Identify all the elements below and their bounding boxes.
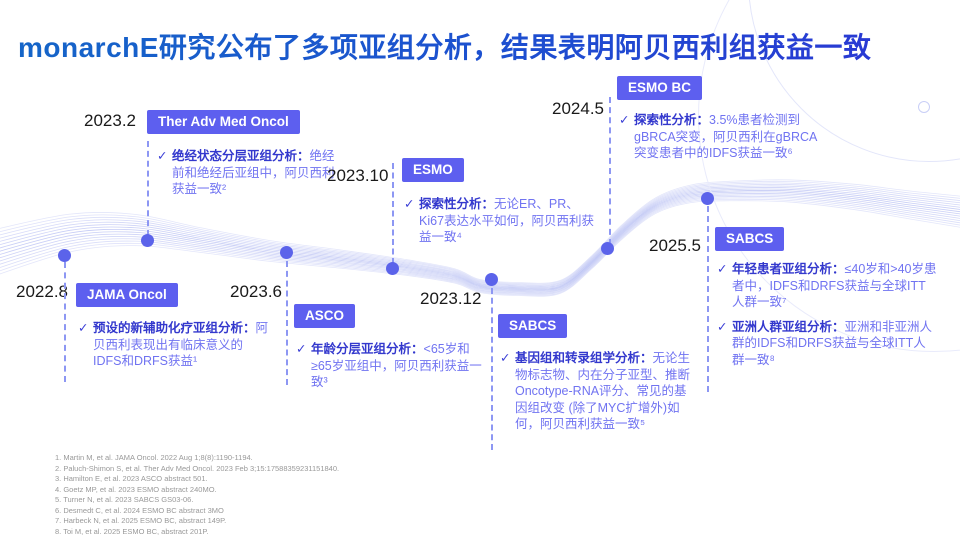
- connector-line: [491, 288, 493, 450]
- bullet: ✓ 探索性分析：无论ER、PR、Ki67表达水平如何，阿贝西利获益一致⁴: [404, 196, 602, 246]
- date-label: 2023.10: [327, 166, 389, 185]
- venue-badge: ESMO BC: [617, 76, 703, 100]
- bullet-list: ✓ 年轻患者亚组分析：≤40岁和>40岁患者中，IDFS和DRFS获益与全球ITT…: [717, 261, 937, 376]
- bullet-body: 阿贝西利表现出有临床意义的IDFS和DRFS获益¹: [93, 321, 269, 368]
- venue-badge: Ther Adv Med Oncol: [147, 110, 300, 134]
- date-label: 2022.8: [16, 282, 68, 301]
- venue-badge: SABCS: [715, 227, 785, 251]
- connector-line: [286, 261, 288, 385]
- venue-badge: JAMA Oncol: [76, 283, 178, 307]
- timeline-node-dot: [280, 246, 293, 259]
- connector-line: [609, 97, 611, 245]
- check-icon: ✓: [296, 342, 307, 356]
- bullet-lead: 基因组和转录组学分析：: [515, 351, 653, 365]
- check-icon: ✓: [157, 149, 168, 163]
- timeline-node-dot: [601, 242, 614, 255]
- reference-item: 8. Toi M, et al. 2025 ESMO BC, abstract …: [55, 526, 209, 536]
- bullet-lead: 预设的新辅助化疗亚组分析：: [93, 321, 256, 335]
- timeline-node-dot: [386, 262, 399, 275]
- connector-line: [64, 262, 66, 382]
- reference-item: 3. Hamilton E, et al. 2023 ASCO abstract…: [55, 474, 208, 483]
- bullet-body: 亚洲和非亚洲人群的IDFS和DRFS获益与全球ITT人群一致⁸: [732, 319, 933, 367]
- date-label: 2023.6: [230, 282, 282, 301]
- reference-item: 4. Goetz MP, et al. 2023 ESMO abstract 2…: [55, 484, 217, 494]
- venue-badge: ASCO: [294, 304, 356, 328]
- bullet: ✓ 亚洲人群亚组分析：亚洲和非亚洲人群的IDFS和DRFS获益与全球ITT人群一致…: [717, 319, 937, 369]
- bullet: ✓ 绝经状态分层亚组分析：绝经前和绝经后亚组中，阿贝西利获益一致²: [157, 148, 337, 198]
- bullet-lead: 年龄分层亚组分析：: [311, 342, 424, 356]
- bullet-lead: 探索性分析：: [419, 197, 495, 211]
- venue-badge: SABCS: [498, 314, 568, 338]
- bullet-list: ✓ 探索性分析：3.5%患者检测到gBRCA突变，阿贝西利在gBRCA突变患者中的…: [619, 112, 825, 170]
- connector-line: [147, 141, 149, 236]
- bullet-body: ≤40岁和>40岁患者中，IDFS和DRFS获益与全球ITT 人群一致⁷: [732, 262, 937, 309]
- bullet: ✓ 探索性分析：3.5%患者检测到gBRCA突变，阿贝西利在gBRCA突变患者中的…: [619, 112, 825, 162]
- reference-item: 6. Desmedt C, et al. 2024 ESMO BC abstra…: [55, 505, 224, 515]
- reference-item: 2. Paluch-Shimon S, et al. Ther Adv Med …: [55, 463, 340, 473]
- decorative-ring: [918, 101, 930, 113]
- bullet-list: ✓ 预设的新辅助化疗亚组分析：阿贝西利表现出有临床意义的IDFS和DRFS获益¹: [78, 320, 270, 378]
- bullet-list: ✓ 年龄分层亚组分析：<65岁和≥65岁亚组中，阿贝西利获益一致³: [296, 341, 482, 399]
- bullet-lead: 年轻患者亚组分析：: [732, 262, 845, 276]
- bullet-body: 绝经前和绝经后亚组中，阿贝西利获益一致²: [172, 149, 335, 196]
- page-title: monarchE研究公布了多项亚组分析，结果表明阿贝西利组获益一致: [18, 26, 918, 66]
- bullet: ✓ 基因组和转录组学分析：无论生物标志物、内在分子亚型、推断Oncotype-RN…: [500, 350, 698, 433]
- check-icon: ✓: [717, 262, 728, 276]
- bullet-body: <65岁和≥65岁亚组中，阿贝西利获益一致³: [311, 342, 482, 389]
- timeline-node-dot: [701, 192, 714, 205]
- bullet-lead: 绝经状态分层亚组分析：: [172, 149, 310, 163]
- bullet-list: ✓ 基因组和转录组学分析：无论生物标志物、内在分子亚型、推断Oncotype-RN…: [500, 350, 698, 441]
- check-icon: ✓: [500, 351, 511, 365]
- bullet: ✓ 年轻患者亚组分析：≤40岁和>40岁患者中，IDFS和DRFS获益与全球ITT…: [717, 261, 937, 311]
- check-icon: ✓: [717, 319, 728, 334]
- connector-line: [392, 163, 394, 264]
- reference-item: 1. Martin M, et al. JAMA Oncol. 2022 Aug…: [55, 453, 253, 462]
- date-label: 2024.5: [552, 99, 604, 118]
- timeline-node-dot: [141, 234, 154, 247]
- check-icon: ✓: [619, 113, 630, 127]
- check-icon: ✓: [404, 197, 415, 211]
- bullet-body: 无论生物标志物、内在分子亚型、推断Oncotype-RNA评分、常见的基因组改变…: [515, 351, 691, 431]
- check-icon: ✓: [78, 321, 89, 335]
- bullet-list: ✓ 绝经状态分层亚组分析：绝经前和绝经后亚组中，阿贝西利获益一致²: [157, 148, 337, 206]
- bullet-body: 无论ER、PR、Ki67表达水平如何，阿贝西利获益一致⁴: [419, 197, 595, 244]
- date-label: 2025.5: [649, 236, 701, 255]
- bullet-list: ✓ 探索性分析：无论ER、PR、Ki67表达水平如何，阿贝西利获益一致⁴: [404, 196, 602, 254]
- reference-item: 5. Turner N, et al. 2023 SABCS GS03-06.: [55, 495, 194, 504]
- date-label: 2023.2: [84, 111, 136, 130]
- bullet: ✓ 年龄分层亚组分析：<65岁和≥65岁亚组中，阿贝西利获益一致³: [296, 341, 482, 391]
- bullet-lead: 探索性分析：: [634, 113, 710, 127]
- references: 1. Martin M, et al. JAMA Oncol. 2022 Aug…: [55, 453, 339, 537]
- bullet-body: 3.5%患者检测到gBRCA突变，阿贝西利在gBRCA突变患者中的IDFS获益一…: [634, 113, 818, 160]
- timeline-node-dot: [58, 249, 71, 262]
- venue-badge: ESMO: [402, 158, 464, 182]
- bullet: ✓ 预设的新辅助化疗亚组分析：阿贝西利表现出有临床意义的IDFS和DRFS获益¹: [78, 320, 270, 370]
- bullet-lead: 亚洲人群亚组分析：: [732, 319, 845, 334]
- date-label: 2023.12: [420, 289, 482, 308]
- connector-line: [707, 206, 709, 392]
- timeline-node-dot: [485, 273, 498, 286]
- reference-item: 7. Harbeck N, et al. 2025 ESMO BC, abstr…: [55, 516, 227, 525]
